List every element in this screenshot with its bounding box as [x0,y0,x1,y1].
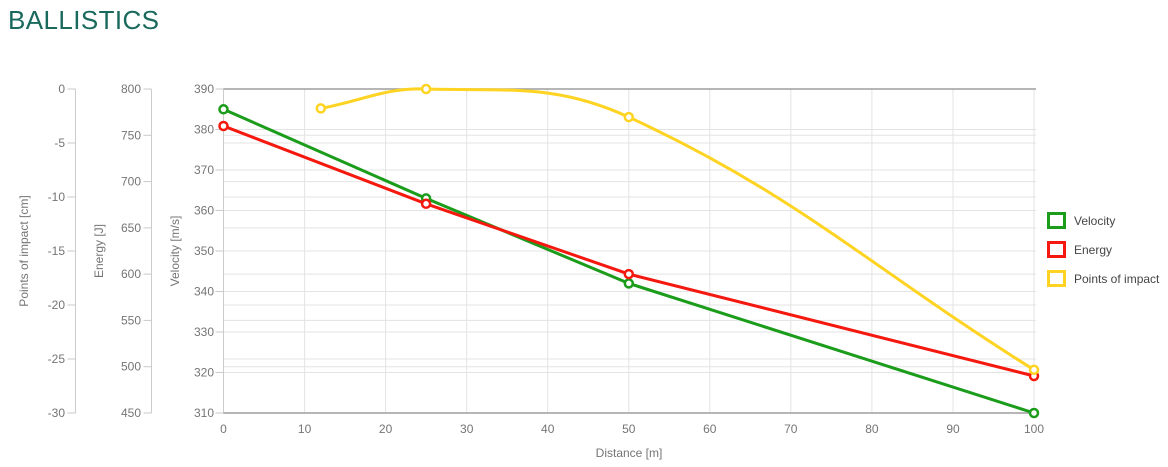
impact-tick-label: -5 [54,136,65,150]
velocity-tick-label: 370 [194,163,214,177]
x-tick-label: 50 [622,422,636,436]
legend-label-impact: Points of impact [1074,271,1160,286]
axis-ticks [67,88,224,414]
velocity-point-marker [1028,407,1040,419]
legend-label-energy: Energy [1074,242,1113,257]
points-of-impact-point-marker [420,83,432,95]
velocity-tick-label: 350 [194,244,214,258]
velocity-point-marker [623,278,635,289]
points-of-impact-point-marker [315,103,327,114]
x-tick-label: 80 [865,422,879,436]
energy-swatch-icon [1047,241,1066,258]
page-title: BALLISTICS [8,5,160,35]
x-tick-label: 10 [298,422,312,436]
velocity-tick-label: 360 [194,204,214,218]
x-tick-label: 70 [784,422,798,436]
velocity-axis-title: Velocity [m/s] [168,216,182,287]
velocity-point-marker [218,104,229,115]
chart-series [218,83,1040,419]
energy-point-marker [420,198,432,210]
chart-legend: Velocity Energy Points of impact [1047,212,1159,299]
points-of-impact-point-marker [623,111,635,123]
legend-label-velocity: Velocity [1074,213,1116,228]
energy-tick-label: 600 [121,267,141,281]
impact-axis-title: Points of impact [cm] [17,195,31,306]
gridlines [223,89,1036,413]
energy-line [222,124,1036,378]
legend-item-velocity[interactable]: Velocity [1047,212,1159,229]
energy-tick-label: 550 [121,313,141,327]
velocity-line [222,107,1036,415]
velocity-tick-label: 390 [194,82,214,96]
energy-point-marker [623,268,635,280]
points-of-impact-point-marker [1028,364,1040,376]
impact-tick-label: -10 [48,190,66,204]
x-tick-label: 100 [1024,422,1044,436]
energy-axis-title: Energy [J] [92,224,106,278]
x-tick-label: 20 [379,422,393,436]
legend-item-impact[interactable]: Points of impact [1047,270,1159,287]
x-tick-label: 0 [220,422,227,436]
impact-tick-label: -30 [48,406,66,420]
x-tick-label: 30 [460,422,474,436]
points-of-impact-line [319,87,1036,372]
energy-tick-label: 650 [121,221,141,235]
velocity-tick-label: 380 [194,123,214,137]
energy-tick-label: 800 [121,82,141,96]
impact-tick-label: -20 [48,298,66,312]
x-tick-label: 90 [946,422,960,436]
impact-swatch-icon [1047,270,1066,287]
legend-item-energy[interactable]: Energy [1047,241,1159,258]
x-tick-label: 40 [541,422,555,436]
impact-tick-label: -15 [48,244,66,258]
impact-tick-label: -25 [48,352,66,366]
impact-tick-label: 0 [58,82,65,96]
x-axis-title: Distance [m] [596,446,663,460]
x-tick-label: 60 [703,422,717,436]
energy-tick-label: 500 [121,360,141,374]
velocity-tick-label: 310 [194,406,214,420]
velocity-tick-label: 330 [194,325,214,339]
velocity-tick-label: 320 [194,366,214,380]
velocity-swatch-icon [1047,212,1066,229]
energy-tick-label: 450 [121,406,141,420]
axis-tick-labels: 0-5-10-15-20-25-308007507006506005505004… [48,82,1045,436]
energy-tick-label: 700 [121,175,141,189]
energy-point-marker [218,120,229,132]
velocity-tick-label: 340 [194,285,214,299]
energy-tick-label: 750 [121,128,141,142]
